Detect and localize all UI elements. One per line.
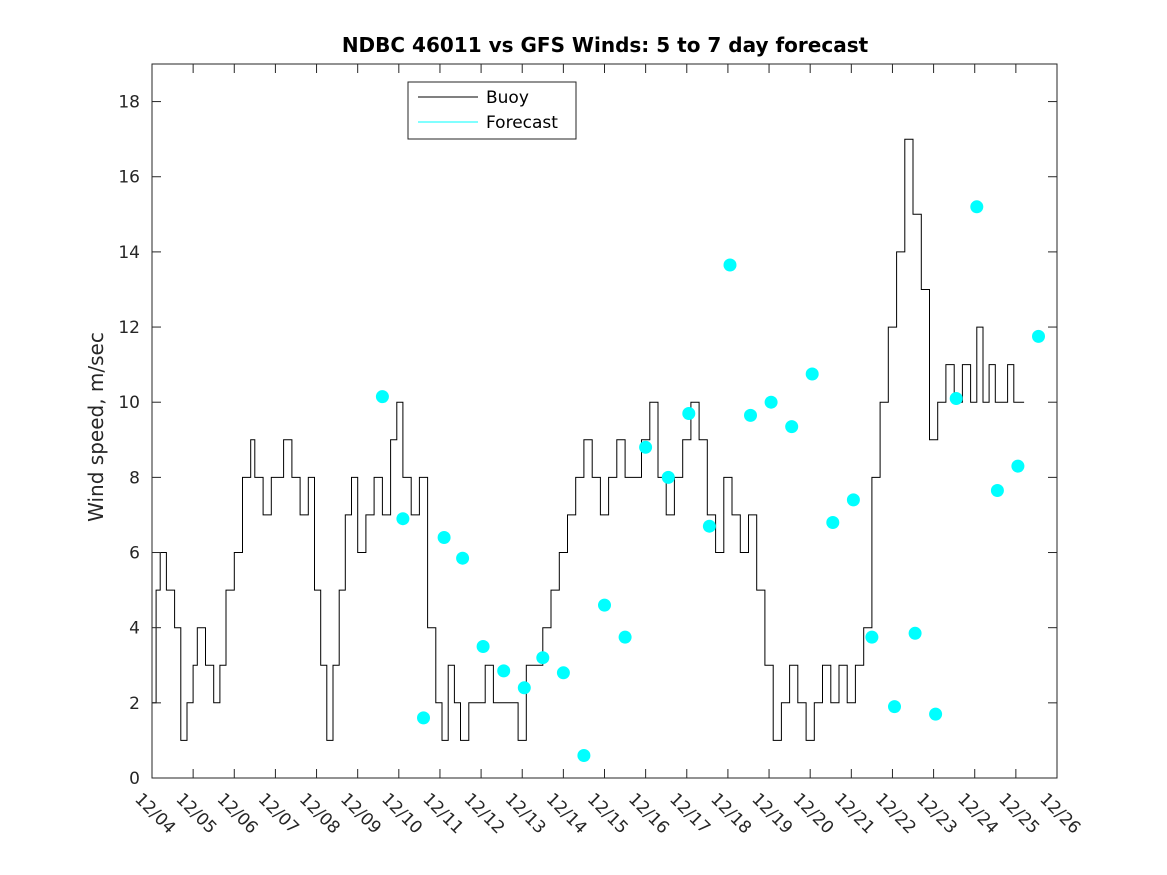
- y-tick-label: 8: [129, 468, 140, 488]
- forecast-point: [702, 519, 716, 533]
- forecast-point: [1011, 459, 1025, 473]
- forecast-point: [536, 651, 550, 665]
- y-tick-label: 4: [129, 619, 140, 639]
- y-tick-label: 14: [118, 243, 140, 263]
- legend: Buoy Forecast: [407, 81, 577, 140]
- y-tick-label: 6: [129, 544, 140, 564]
- forecast-point: [846, 493, 860, 507]
- forecast-point: [517, 681, 531, 695]
- forecast-point: [598, 598, 611, 612]
- forecast-point: [865, 630, 879, 644]
- forecast-point: [826, 516, 840, 529]
- forecast-point: [437, 531, 451, 544]
- forecast-point: [456, 551, 470, 565]
- forecast-point: [639, 440, 653, 454]
- forecast-point: [970, 200, 984, 214]
- forecast-point: [396, 512, 410, 526]
- plot-clip-group: [152, 138, 1045, 762]
- forecast-point: [908, 626, 922, 640]
- forecast-point: [990, 484, 1004, 497]
- forecast-point: [929, 707, 943, 721]
- y-tick-label: 2: [129, 694, 140, 714]
- y-tick-label: 12: [118, 318, 140, 338]
- series-line-buoy: [152, 138, 1025, 741]
- forecast-point: [417, 711, 430, 725]
- forecast-point: [1032, 329, 1045, 343]
- chart-title: NDBC 46011 vs GFS Winds: 5 to 7 day fore…: [342, 33, 869, 57]
- forecast-point: [556, 666, 570, 680]
- forecast-point: [888, 700, 901, 714]
- forecast-point: [805, 367, 819, 381]
- forecast-point: [764, 395, 778, 409]
- forecast-point: [476, 640, 490, 653]
- plot-area: [152, 138, 1045, 762]
- forecast-point: [949, 392, 963, 405]
- y-tick-label: 16: [118, 168, 140, 188]
- legend-box: [407, 81, 577, 140]
- forecast-point: [785, 420, 799, 434]
- y-tick-label: 0: [129, 769, 140, 789]
- y-tick-label: 18: [118, 93, 140, 113]
- legend-label-buoy: Buoy: [486, 88, 529, 108]
- forecast-point: [618, 630, 632, 644]
- legend-label-forecast: Forecast: [486, 113, 558, 133]
- forecast-point: [744, 408, 757, 422]
- forecast-point: [682, 407, 696, 420]
- forecast-point: [497, 664, 511, 678]
- forecast-point: [577, 749, 591, 762]
- y-axis-title: Wind speed, m/sec: [84, 332, 108, 522]
- forecast-point: [375, 390, 389, 404]
- forecast-point: [723, 258, 737, 272]
- y-tick-label: 10: [118, 393, 140, 413]
- forecast-point: [661, 470, 675, 484]
